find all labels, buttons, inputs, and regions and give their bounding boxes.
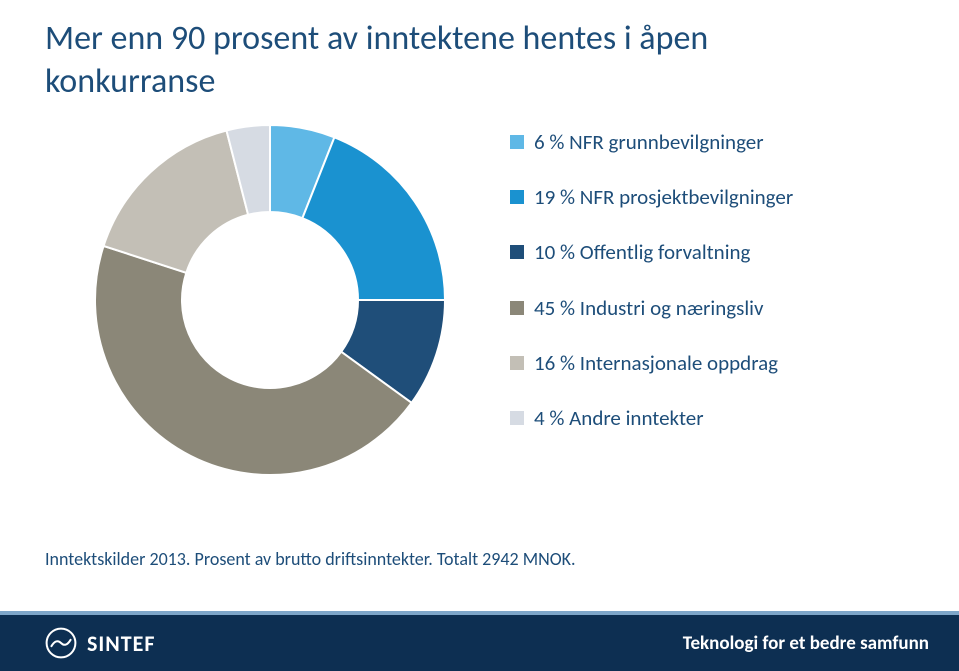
- legend-label: 10 % Offentlig forvaltning: [534, 240, 750, 265]
- legend-item: 6 % NFR grunnbevilgninger: [510, 130, 890, 155]
- title-line-1: Mer enn 90 prosent av inntektene hentes …: [45, 18, 708, 59]
- donut-slice: [104, 130, 249, 272]
- legend-swatch: [510, 245, 524, 259]
- legend-label: 4 % Andre inntekter: [534, 406, 704, 431]
- footer-logo-text: SINTEF: [87, 630, 155, 657]
- legend-item: 45 % Industri og næringsliv: [510, 296, 890, 321]
- sintef-logo-icon: [45, 627, 77, 659]
- title-line-2: konkurranse: [45, 61, 215, 102]
- legend-label: 6 % NFR grunnbevilgninger: [534, 130, 764, 155]
- page-title: Mer enn 90 prosent av inntektene hentes …: [45, 18, 899, 103]
- footer-bar: SINTEF Teknologi for et bedre samfunn: [0, 611, 959, 671]
- legend-swatch: [510, 411, 524, 425]
- legend-item: 16 % Internasjonale oppdrag: [510, 351, 890, 376]
- legend-item: 10 % Offentlig forvaltning: [510, 240, 890, 265]
- chart-legend: 6 % NFR grunnbevilgninger 19 % NFR prosje…: [510, 130, 890, 461]
- legend-swatch: [510, 190, 524, 204]
- legend-swatch: [510, 356, 524, 370]
- legend-label: 45 % Industri og næringsliv: [534, 296, 763, 321]
- footer-logo: SINTEF: [45, 627, 155, 659]
- legend-label: 19 % NFR prosjektbevilgninger: [534, 185, 793, 210]
- legend-item: 4 % Andre inntekter: [510, 406, 890, 431]
- chart-caption: Inntektskilder 2013. Prosent av brutto d…: [45, 548, 576, 570]
- legend-swatch: [510, 301, 524, 315]
- donut-chart: [90, 120, 450, 480]
- legend-label: 16 % Internasjonale oppdrag: [534, 351, 778, 376]
- donut-slice: [302, 137, 445, 300]
- legend-swatch: [510, 135, 524, 149]
- legend-item: 19 % NFR prosjektbevilgninger: [510, 185, 890, 210]
- footer-tagline: Teknologi for et bedre samfunn: [683, 632, 929, 655]
